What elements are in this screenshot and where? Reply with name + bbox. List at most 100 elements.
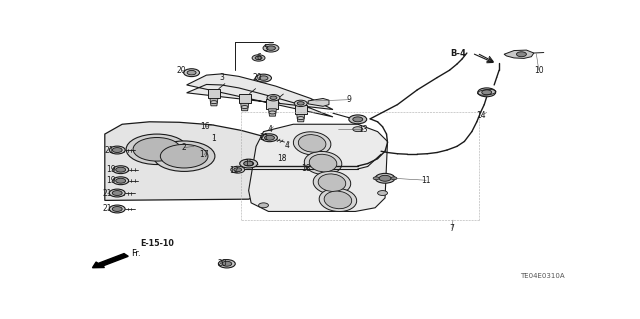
Circle shape <box>266 46 275 50</box>
Circle shape <box>109 189 125 197</box>
Circle shape <box>218 260 236 268</box>
Text: 16: 16 <box>201 122 211 131</box>
Text: 5: 5 <box>264 44 268 53</box>
Circle shape <box>154 141 215 171</box>
Circle shape <box>259 203 269 208</box>
Text: 21: 21 <box>104 145 113 154</box>
Circle shape <box>252 55 265 61</box>
Polygon shape <box>241 103 249 111</box>
Polygon shape <box>297 115 305 122</box>
Polygon shape <box>208 89 220 99</box>
Text: B-4: B-4 <box>450 48 466 57</box>
Circle shape <box>109 205 125 213</box>
Text: 18: 18 <box>278 154 287 163</box>
Circle shape <box>187 70 196 75</box>
Circle shape <box>112 206 122 211</box>
Text: 3: 3 <box>219 73 224 82</box>
Text: Fr.: Fr. <box>131 249 140 258</box>
Circle shape <box>109 146 125 154</box>
Circle shape <box>133 137 180 161</box>
Circle shape <box>231 166 244 173</box>
Ellipse shape <box>319 188 356 211</box>
Polygon shape <box>295 105 307 115</box>
Text: 12: 12 <box>229 167 239 175</box>
Circle shape <box>353 117 363 122</box>
Text: 19: 19 <box>106 165 116 174</box>
Ellipse shape <box>211 101 218 104</box>
Circle shape <box>255 56 262 60</box>
Text: 20: 20 <box>218 259 227 268</box>
Text: 13: 13 <box>358 125 367 134</box>
Ellipse shape <box>324 191 352 209</box>
Text: TE04E0310A: TE04E0310A <box>520 272 565 278</box>
Text: E-15-10: E-15-10 <box>140 239 174 248</box>
Circle shape <box>240 159 257 168</box>
Ellipse shape <box>309 154 337 172</box>
Ellipse shape <box>269 111 276 114</box>
Text: 21: 21 <box>260 133 269 142</box>
Text: 1: 1 <box>212 135 216 144</box>
Circle shape <box>161 145 208 168</box>
Ellipse shape <box>318 174 346 191</box>
Circle shape <box>113 166 129 174</box>
Circle shape <box>112 148 122 152</box>
Circle shape <box>297 102 304 105</box>
Polygon shape <box>266 99 278 109</box>
Circle shape <box>378 190 388 196</box>
Text: 17: 17 <box>199 151 209 160</box>
Text: 4: 4 <box>268 125 273 134</box>
Circle shape <box>379 175 391 181</box>
Circle shape <box>267 94 280 101</box>
Ellipse shape <box>293 132 331 155</box>
Ellipse shape <box>297 117 304 120</box>
Text: 6: 6 <box>256 53 261 63</box>
Text: 20: 20 <box>253 73 262 82</box>
Text: 21: 21 <box>102 189 112 197</box>
Circle shape <box>263 44 279 52</box>
Ellipse shape <box>241 106 248 108</box>
Circle shape <box>255 74 271 82</box>
Ellipse shape <box>298 135 326 152</box>
Circle shape <box>353 127 363 132</box>
Text: 10: 10 <box>534 66 543 75</box>
Polygon shape <box>187 74 333 117</box>
Circle shape <box>478 88 495 97</box>
Circle shape <box>270 96 277 100</box>
Circle shape <box>234 168 242 172</box>
Text: 9: 9 <box>346 95 351 104</box>
Circle shape <box>294 100 307 107</box>
Text: 20: 20 <box>177 66 186 75</box>
Polygon shape <box>269 109 276 116</box>
Circle shape <box>222 261 232 266</box>
Text: 2: 2 <box>182 143 186 152</box>
Circle shape <box>126 134 188 165</box>
Text: 14: 14 <box>476 111 486 120</box>
Text: 11: 11 <box>422 176 431 185</box>
Circle shape <box>261 134 271 139</box>
Polygon shape <box>210 99 218 106</box>
Circle shape <box>375 173 395 183</box>
Polygon shape <box>308 99 329 106</box>
Circle shape <box>391 177 397 180</box>
Circle shape <box>349 115 367 124</box>
Circle shape <box>482 90 492 95</box>
Polygon shape <box>239 93 251 103</box>
Circle shape <box>112 190 122 196</box>
Circle shape <box>264 135 275 140</box>
Circle shape <box>516 52 527 57</box>
Text: 15: 15 <box>244 159 253 168</box>
Circle shape <box>116 167 125 172</box>
Text: 7: 7 <box>449 224 454 233</box>
Circle shape <box>116 178 125 183</box>
Circle shape <box>244 161 253 166</box>
Circle shape <box>184 69 200 77</box>
Circle shape <box>259 76 268 80</box>
Text: 18: 18 <box>301 164 310 173</box>
Text: 4: 4 <box>285 141 290 150</box>
Circle shape <box>373 177 379 180</box>
Polygon shape <box>249 124 388 211</box>
Text: 19: 19 <box>106 176 116 185</box>
Polygon shape <box>504 50 534 58</box>
Circle shape <box>262 134 277 142</box>
Ellipse shape <box>304 152 342 175</box>
